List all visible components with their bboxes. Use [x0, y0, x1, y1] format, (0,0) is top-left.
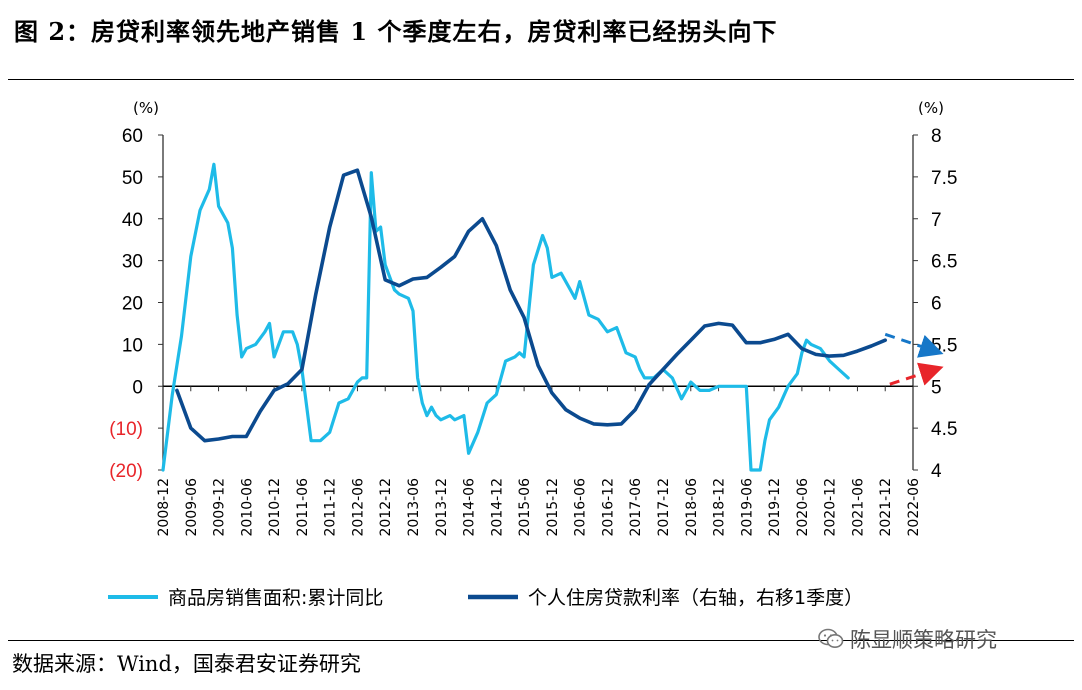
right-tick-label: 7 [931, 210, 942, 231]
x-tick-label: 2016-06 [573, 478, 589, 537]
left-tick-label: 40 [122, 210, 143, 231]
watermark: 陈显顺策略研究 [818, 624, 997, 654]
watermark-text: 陈显顺策略研究 [850, 628, 997, 652]
series-1 [175, 168, 887, 443]
x-tick-label: 2013-06 [406, 478, 422, 537]
x-tick-label: 2021-12 [878, 478, 894, 537]
x-tick-label: 2008-12 [156, 478, 172, 537]
x-tick-label: 2011-12 [323, 478, 339, 537]
legend-label-rate: 个人住房贷款利率（右轴，右移1季度） [528, 587, 863, 609]
left-tick-label: 0 [132, 377, 143, 398]
left-tick-label: 10 [122, 335, 143, 356]
series-line [161, 162, 850, 472]
x-tick-label: 2009-12 [212, 478, 228, 537]
wechat-icon [818, 628, 844, 648]
sales-trend-arrow [889, 362, 944, 386]
chart: (%) (%) 60 50 40 30 20 10 0 (10) (20) 8 7.5 7 6.5 6 5.5 5… [108, 99, 957, 609]
x-tick-label: 2009-06 [184, 478, 200, 537]
x-tick-label: 2015-12 [545, 478, 561, 537]
x-tick-label: 2021-06 [850, 478, 866, 537]
chart-series [161, 162, 887, 472]
x-tick-label: 2019-06 [739, 478, 755, 537]
x-tick-label: 2012-06 [350, 478, 366, 537]
right-tick-label: 5 [931, 377, 942, 398]
left-tick-label: (10) [109, 419, 143, 440]
x-tick-label: 2010-12 [267, 478, 283, 537]
right-tick-label: 8 [931, 126, 942, 147]
chart-annotations [884, 332, 944, 386]
x-tick-label: 2020-06 [795, 478, 811, 537]
x-tick-label: 2014-12 [489, 478, 505, 536]
left-tick-label: (20) [109, 461, 143, 482]
x-tick-label: 2010-06 [239, 478, 255, 537]
legend-label-sales: 商品房销售面积:累计同比 [168, 587, 383, 609]
rate-trend-arrow [884, 332, 944, 358]
x-tick-label: 2015-06 [517, 478, 533, 537]
left-tick-label: 60 [122, 126, 143, 147]
series-0 [161, 162, 850, 472]
right-tick-label: 7.5 [931, 168, 957, 189]
x-tick-label: 2018-06 [684, 478, 700, 537]
right-tick-label: 6.5 [931, 252, 957, 273]
bottom-rule [8, 640, 1074, 641]
right-tick-label: 4.5 [931, 419, 957, 440]
x-tick-label: 2022-06 [906, 478, 922, 537]
x-tick-label: 2017-06 [628, 478, 644, 537]
top-rule [8, 79, 1074, 80]
x-tick-label: 2018-12 [712, 478, 728, 537]
x-tick-label: 2014-06 [462, 478, 478, 537]
figure-title: 图 2：房贷利率领先地产销售 1 个季度左右，房贷利率已经拐头向下 [14, 17, 778, 46]
data-source: 数据来源：Wind，国泰君安证券研究 [12, 652, 361, 676]
right-tick-label: 5.5 [931, 335, 957, 356]
x-tick-label: 2011-06 [295, 478, 311, 537]
x-tick-label: 2017-12 [656, 478, 672, 537]
chart-axes: (%) (%) 60 50 40 30 20 10 0 (10) (20) 8 7.5 7 6.5 6 5.5 5… [109, 99, 957, 537]
left-tick-label: 50 [122, 168, 143, 189]
x-tick-label: 2016-12 [600, 478, 616, 537]
left-axis-unit: (%) [133, 99, 159, 117]
right-tick-label: 6 [931, 294, 942, 315]
x-tick-label: 2020-12 [823, 478, 839, 537]
left-tick-label: 20 [122, 294, 143, 315]
left-tick-label: 30 [122, 252, 143, 273]
x-tick-label: 2012-12 [378, 478, 394, 537]
chart-legend: 商品房销售面积:累计同比 个人住房贷款利率（右轴，右移1季度） [108, 587, 863, 609]
x-tick-label: 2019-12 [767, 478, 783, 537]
x-tick-label: 2013-12 [434, 478, 450, 537]
right-axis-unit: (%) [918, 99, 944, 117]
series-line [175, 168, 887, 443]
right-tick-label: 4 [931, 461, 942, 482]
